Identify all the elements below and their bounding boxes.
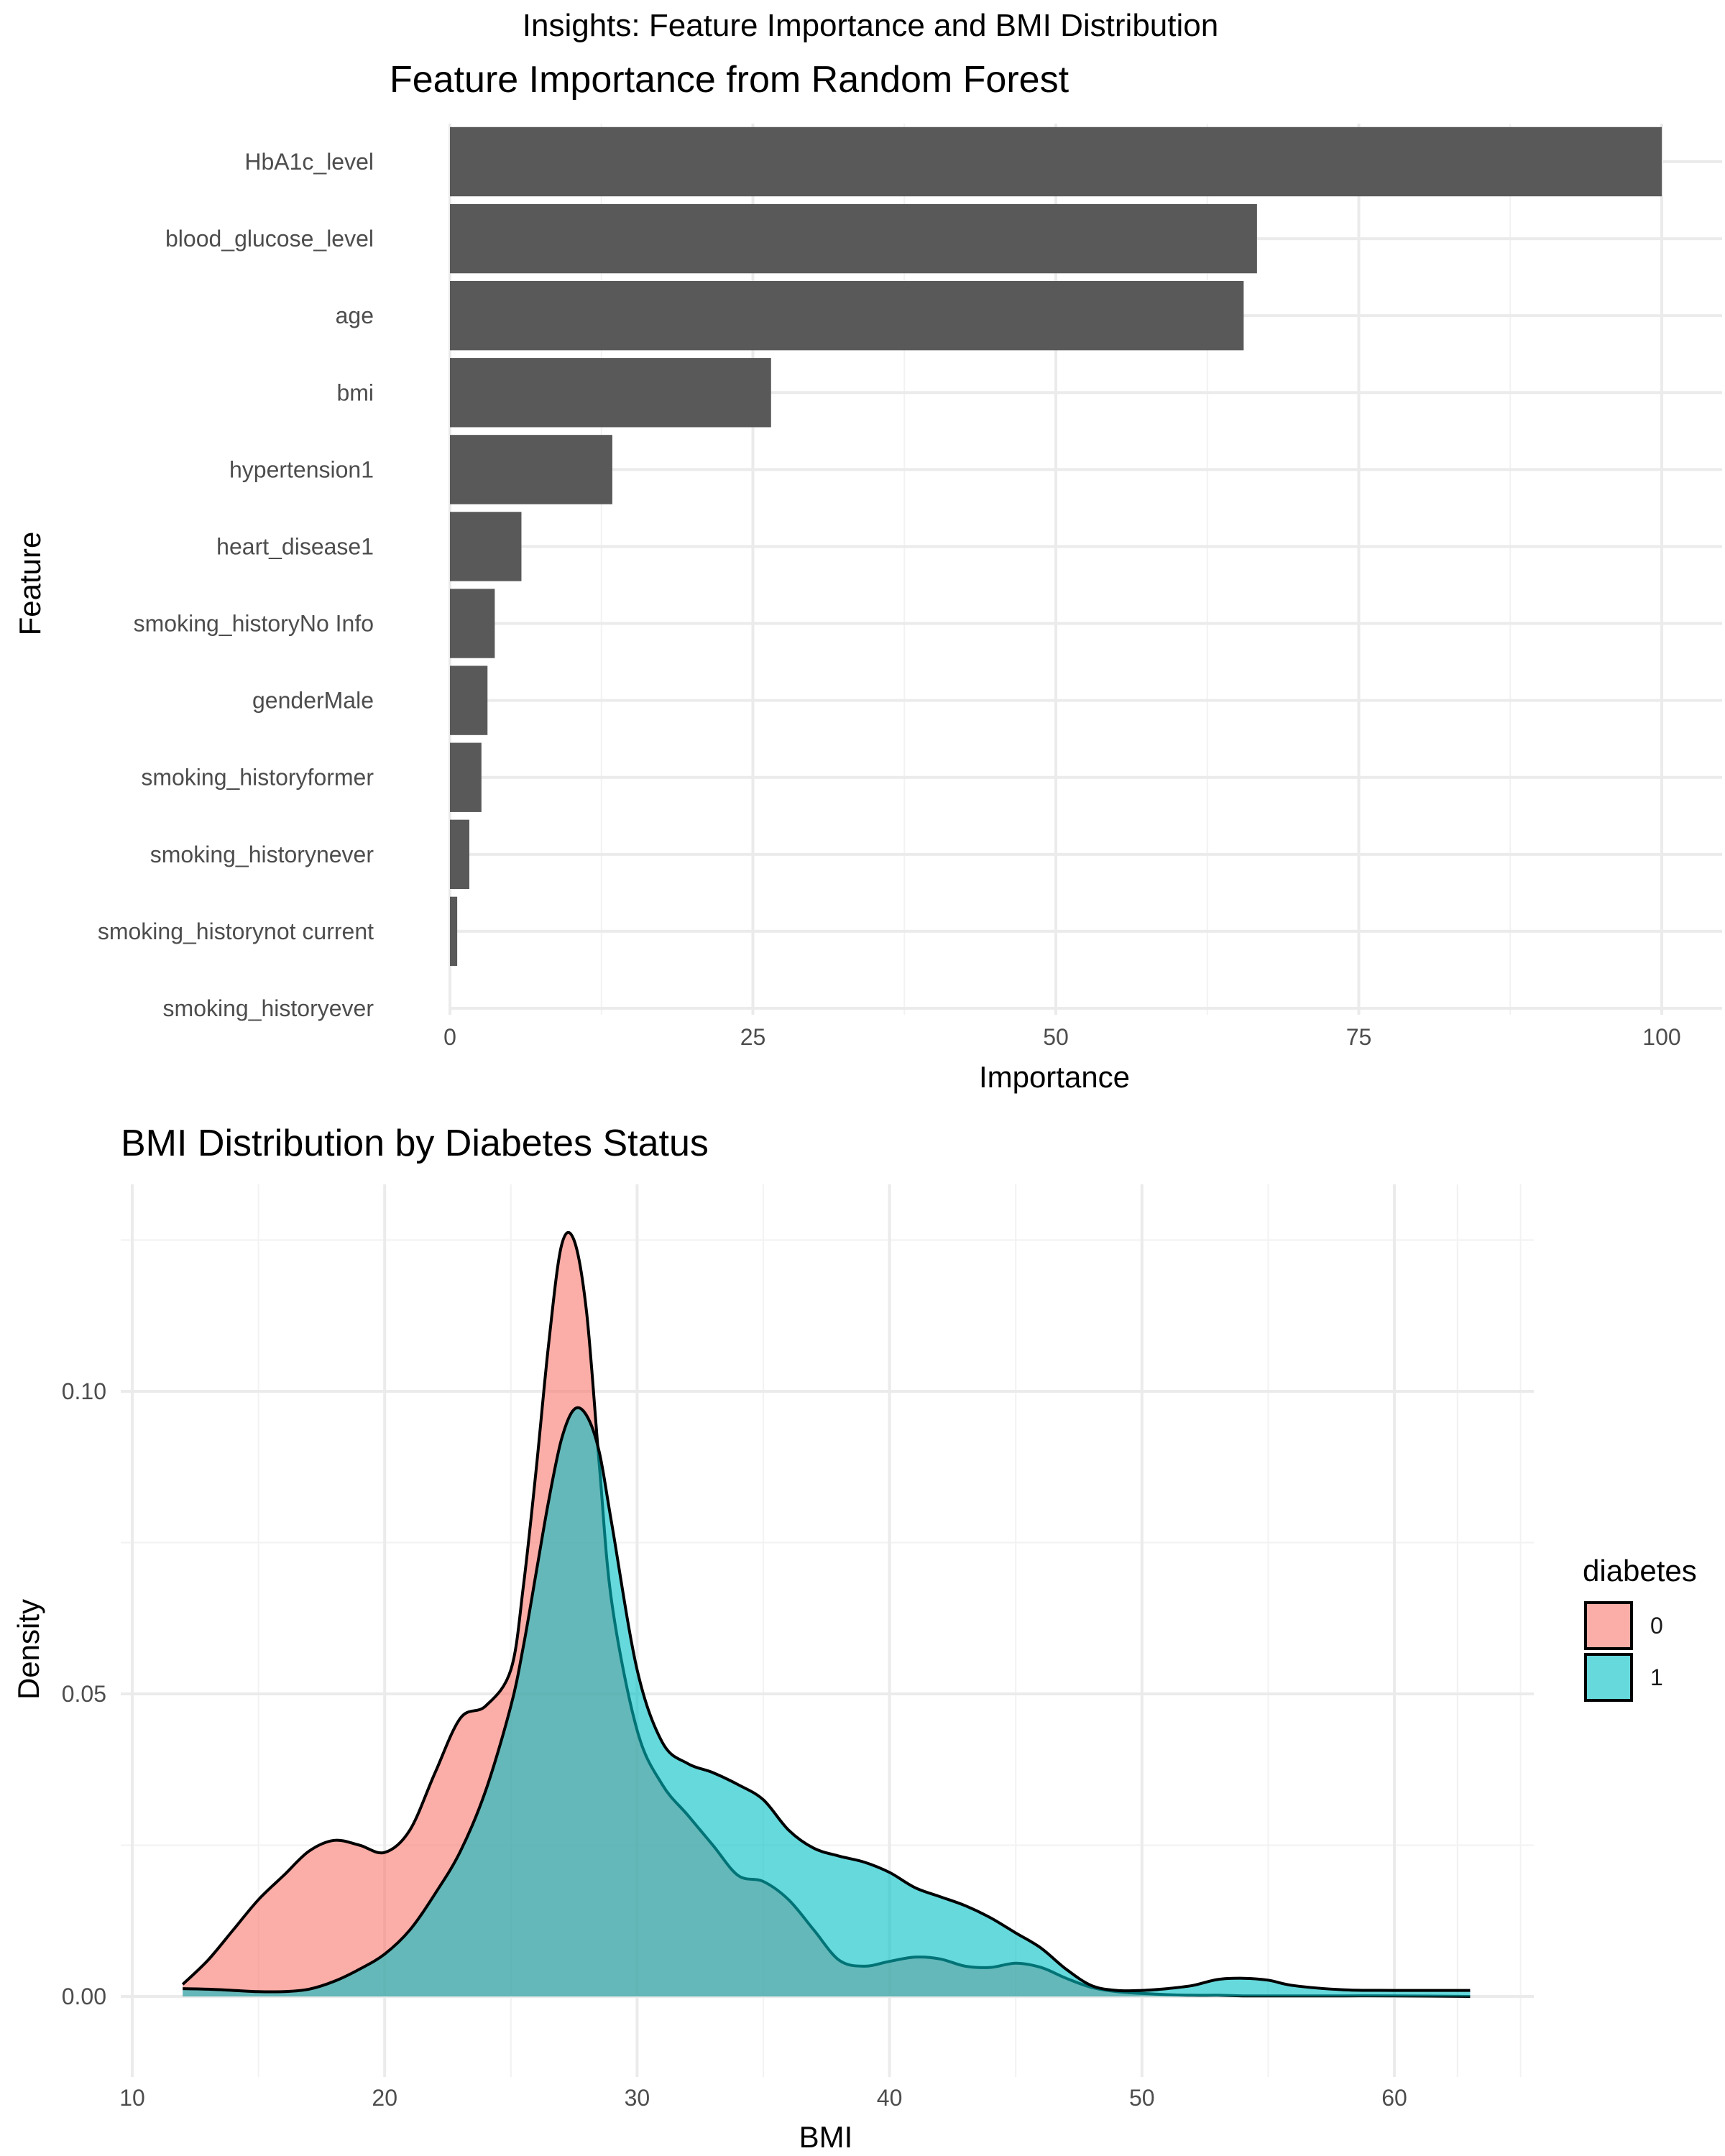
- feature-label-heart-disease1: heart_disease1: [216, 533, 374, 559]
- density-x-tick-labels: 10 20 30 40 50 60: [119, 2085, 1407, 2111]
- density-y-tick-0-10: 0.10: [62, 1378, 106, 1404]
- feature-label-smoking-historynot-current: smoking_historynot current: [98, 918, 374, 944]
- importance-bar-hypertension1: [450, 435, 612, 505]
- density-x-axis-title: BMI: [799, 2120, 853, 2154]
- feature-label-hypertension1: hypertension1: [229, 456, 374, 482]
- importance-x-axis-title: Importance: [979, 1060, 1130, 1094]
- feature-label-bmi: bmi: [336, 379, 374, 405]
- importance-x-tick-75: 75: [1346, 1024, 1372, 1050]
- feature-importance-panel: Feature Importance from Random Forest Hb…: [13, 59, 1722, 1094]
- importance-bar-blood-glucose-level: [450, 203, 1257, 274]
- importance-bar-hba1c-level: [450, 126, 1662, 197]
- density-y-tick-labels: 0.00 0.05 0.10: [62, 1378, 106, 2009]
- density-y-tick-0-00: 0.00: [62, 1984, 106, 2009]
- feature-label-smoking-historyformer: smoking_historyformer: [141, 765, 374, 791]
- importance-bar-bmi: [450, 358, 771, 428]
- importance-bar-smoking-historynever: [450, 819, 469, 890]
- feature-label-smoking-historyno-info: smoking_historyNo Info: [134, 611, 374, 637]
- importance-bars: [450, 126, 1662, 967]
- importance-y-axis-title: Feature: [13, 532, 47, 636]
- density-chart-title: BMI Distribution by Diabetes Status: [121, 1123, 709, 1164]
- bmi-density-panel: BMI Distribution by Diabetes Status 10 20…: [12, 1123, 1697, 2154]
- importance-bar-gendermale: [450, 665, 488, 735]
- density-x-tick-50: 50: [1129, 2085, 1155, 2111]
- feature-label-smoking-historynever: smoking_historynever: [150, 842, 374, 867]
- importance-bar-smoking-historyformer: [450, 742, 482, 812]
- density-x-tick-60: 60: [1381, 2085, 1407, 2111]
- legend-title: diabetes: [1583, 1554, 1697, 1588]
- legend-label-1: 1: [1650, 1664, 1663, 1690]
- feature-label-smoking-historyever: smoking_historyever: [163, 995, 374, 1021]
- density-area-diabetes-1: [183, 1407, 1471, 1996]
- density-y-tick-0-05: 0.05: [62, 1681, 106, 1707]
- density-y-axis-title: Density: [12, 1599, 45, 1700]
- importance-x-tick-50: 50: [1043, 1024, 1069, 1050]
- importance-bar-age: [450, 280, 1244, 351]
- legend-key-0: [1584, 1601, 1633, 1650]
- importance-x-tick-labels: 0 25 50 75 100: [443, 1024, 1681, 1050]
- legend-key-1: [1584, 1653, 1633, 1702]
- density-outline-diabetes-1: [183, 1406, 1471, 1994]
- importance-chart-title: Feature Importance from Random Forest: [390, 59, 1070, 101]
- feature-label-hba1c-level: HbA1c_level: [244, 149, 374, 175]
- density-areas: [181, 1230, 1471, 1998]
- importance-x-tick-25: 25: [740, 1024, 766, 1050]
- importance-x-tick-0: 0: [443, 1024, 456, 1050]
- feature-label-gendermale: genderMale: [252, 688, 374, 714]
- density-legend: diabetes 0 1: [1583, 1554, 1697, 1702]
- density-x-tick-30: 30: [625, 2085, 650, 2111]
- density-x-tick-10: 10: [119, 2085, 145, 2111]
- feature-label-blood-glucose-level: blood_glucose_level: [165, 226, 374, 252]
- density-x-tick-20: 20: [372, 2085, 397, 2111]
- importance-bar-heart-disease1: [450, 512, 522, 581]
- density-x-tick-40: 40: [877, 2085, 903, 2111]
- figure-suptitle: Insights: Feature Importance and BMI Dis…: [523, 8, 1218, 43]
- feature-label-age: age: [336, 303, 374, 328]
- importance-x-tick-100: 100: [1642, 1024, 1680, 1050]
- importance-bar-smoking-historyno-info: [450, 589, 495, 658]
- importance-bar-smoking-historynot-current: [450, 896, 458, 967]
- legend-label-0: 0: [1650, 1613, 1663, 1639]
